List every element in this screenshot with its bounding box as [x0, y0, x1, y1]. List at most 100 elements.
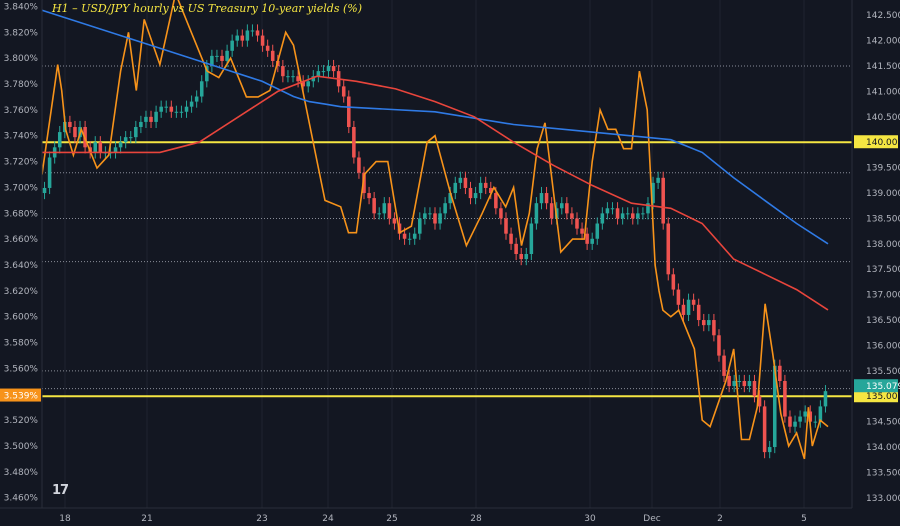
right-tick-label: 134.000 [866, 443, 900, 453]
candle-body [139, 121, 143, 127]
candle-body [433, 213, 437, 224]
candle-body [68, 121, 72, 127]
candle-body [509, 233, 513, 244]
candle-body [205, 66, 209, 82]
candle-body [402, 233, 407, 239]
candle-body [194, 96, 199, 102]
candle-body [169, 106, 174, 112]
candle-body [681, 304, 686, 315]
candle-body [524, 254, 529, 260]
left-tick-label: 3.560% [4, 364, 39, 374]
candle-body [798, 416, 802, 422]
candle-body [803, 411, 807, 417]
right-tick-label: 142.500 [866, 11, 900, 21]
left-tick-label: 3.600% [4, 313, 39, 323]
candle-body [646, 203, 650, 214]
candle-body [641, 213, 645, 215]
candle-body [625, 213, 630, 215]
candle-body [286, 76, 290, 78]
candle-body [215, 55, 219, 57]
candle-body [225, 50, 229, 61]
left-tick-label: 3.780% [4, 80, 39, 90]
x-tick-label: 24 [322, 514, 334, 524]
candle-body [590, 238, 594, 244]
candle-body [291, 76, 295, 78]
left-tick-label: 3.580% [4, 339, 39, 349]
candle-body [691, 299, 696, 305]
candle-body [732, 381, 736, 387]
candle-body [443, 203, 447, 214]
candle-body [808, 411, 813, 422]
left-tick-label: 3.620% [4, 287, 39, 297]
tradingview-logo[interactable]: 17 [52, 483, 69, 498]
x-tick-label: 28 [470, 514, 482, 524]
left-tick-label: 3.740% [4, 132, 39, 142]
candle-body [357, 157, 361, 173]
candle-body [306, 81, 311, 87]
candle-body [595, 223, 600, 239]
right-tick-label: 139.000 [866, 189, 900, 199]
x-tick-label: 23 [256, 514, 267, 524]
candle-body [240, 35, 245, 41]
right-tick-label: 137.000 [866, 291, 900, 301]
candle-body [255, 30, 260, 36]
right-level-label: 135.000 [866, 392, 900, 402]
right-tick-label: 135.500 [866, 367, 900, 377]
candle-body [529, 223, 534, 254]
candle-body [230, 40, 234, 51]
candle-body [468, 187, 473, 199]
series-line-2 [42, 75, 829, 311]
x-tick-label: 25 [386, 514, 397, 524]
candle-body [428, 213, 432, 215]
left-tick-label: 3.480% [4, 468, 39, 478]
candle-body [712, 320, 716, 336]
candle-body [570, 213, 574, 219]
left-tick-label: 3.840% [4, 2, 39, 12]
left-tick-label: 3.800% [4, 54, 39, 64]
candle-body [788, 416, 792, 427]
right-current-label: 135.079 [866, 382, 900, 392]
candle-body [651, 182, 655, 204]
candle-body [727, 375, 731, 387]
right-tick-label: 137.500 [866, 265, 900, 275]
levels [0, 65, 852, 398]
candle-body [448, 193, 452, 204]
left-tick-label: 3.520% [4, 416, 39, 426]
candle-body [615, 208, 620, 219]
candle-body [458, 177, 463, 183]
right-level-badge [854, 135, 898, 149]
candle-body [463, 177, 468, 188]
left-current-label: 3.539% [4, 392, 39, 402]
candle-body [301, 81, 305, 87]
candle-body [722, 355, 726, 376]
left-axis-bg [0, 0, 42, 508]
x-tick-label: 2 [717, 514, 723, 524]
candle-body [701, 320, 706, 326]
candle-body [57, 132, 62, 148]
candle-body [189, 101, 194, 107]
candle-body [118, 142, 123, 148]
candle-body [494, 193, 498, 209]
right-tick-label: 142.000 [866, 37, 900, 47]
right-tick-label: 136.000 [866, 341, 900, 351]
candle-body [123, 137, 128, 143]
candle-body [783, 381, 787, 417]
candle-body [453, 182, 458, 194]
x-axis: 18 21 23 24 25 28 30 Dec 2 5 [0, 507, 900, 526]
candle-body [184, 106, 189, 112]
right-tick-label: 133.500 [866, 468, 900, 478]
right-tick-label: 136.500 [866, 316, 900, 326]
candle-body [73, 127, 77, 138]
candle-body [707, 320, 711, 326]
candle-body [793, 421, 797, 427]
chart-title: H1 – USD/JPY hourly vs US Treasury 10-ye… [52, 2, 363, 15]
right-axis-bg [852, 0, 900, 526]
candle-body [382, 203, 387, 214]
right-level-badge [854, 389, 898, 403]
candle-body [179, 111, 184, 113]
candle-body [164, 106, 169, 108]
candle-body [696, 304, 701, 321]
candle-body [565, 203, 569, 214]
candle-body [377, 213, 381, 215]
candle-body [407, 238, 412, 240]
